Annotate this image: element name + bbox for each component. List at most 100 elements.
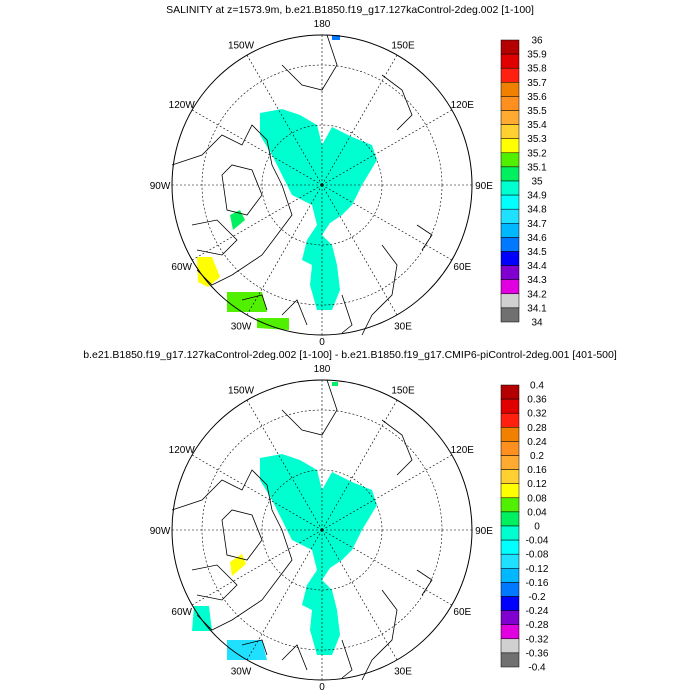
- longitude-line: [321, 184, 453, 261]
- map-border: [171, 34, 473, 336]
- colorbar-label: -0.4: [528, 663, 546, 674]
- longitude-line: [321, 54, 398, 186]
- colorbar-swatch: [500, 483, 520, 499]
- longitude-label: 90E: [475, 526, 493, 537]
- colorbar-swatch: [500, 568, 520, 583]
- colorbar-swatch: [500, 441, 520, 456]
- colorbar-swatch: [500, 152, 520, 168]
- longitude-label: 90W: [150, 526, 171, 537]
- longitude-line: [191, 109, 323, 186]
- colorbar-swatch: [500, 279, 520, 295]
- coastline: [341, 294, 353, 334]
- colorbar-label: 0.04: [527, 507, 547, 518]
- longitude-line: [321, 109, 453, 186]
- panel-title: b.e21.B1850.f19_g17.127kaControl-2deg.00…: [83, 349, 617, 361]
- colorbar-label: -0.32: [526, 634, 549, 645]
- colorbar-swatch: [500, 652, 520, 668]
- longitude-label: 30E: [394, 321, 412, 332]
- colorbar-swatch: [500, 596, 520, 611]
- longitude-line: [321, 184, 398, 316]
- longitude-label: 30E: [394, 666, 412, 677]
- longitude-line: [321, 529, 453, 606]
- longitude-label: 120W: [169, 445, 196, 456]
- longitude-line: [246, 529, 323, 661]
- colorbar-swatch: [500, 624, 520, 640]
- colorbar-label: 34.9: [527, 191, 547, 202]
- field-patch: [332, 382, 338, 386]
- coastline: [341, 639, 353, 679]
- longitude-line: [246, 184, 323, 316]
- coastline: [191, 564, 238, 601]
- longitude-line: [191, 184, 323, 261]
- longitude-label: 60W: [171, 607, 192, 618]
- coastline: [281, 34, 338, 91]
- colorbar-swatch: [500, 96, 520, 111]
- longitude-line: [246, 54, 323, 186]
- longitude-label: 30W: [231, 666, 252, 677]
- colorbar-label: -0.36: [526, 648, 549, 659]
- coastline: [381, 419, 413, 476]
- colorbar-swatch: [500, 427, 520, 442]
- panel-title: SALINITY at z=1573.9m, b.e21.B1850.f19_g…: [166, 4, 534, 16]
- colorbar-label: 35.1: [527, 162, 547, 173]
- colorbar-swatch: [500, 39, 520, 55]
- colorbar-label: 35.3: [527, 134, 547, 145]
- colorbar-label: 0.28: [527, 423, 547, 434]
- colorbar-swatch: [500, 638, 520, 654]
- colorbar-label: 0.08: [527, 493, 547, 504]
- coastline: [281, 644, 308, 671]
- colorbar-label: 34.7: [527, 219, 547, 230]
- colorbar-swatch: [500, 469, 520, 484]
- colorbar-swatch: [500, 265, 520, 280]
- colorbar-swatch: [500, 251, 520, 266]
- colorbar-label: 34.4: [527, 261, 547, 272]
- coastline: [361, 244, 398, 336]
- salinity-field: [260, 454, 377, 655]
- colorbar-swatch: [500, 82, 520, 97]
- map-panel-2: b.e21.B1850.f19_g17.127kaControl-2deg.00…: [83, 349, 617, 693]
- colorbar-swatch: [500, 67, 520, 83]
- coastline: [416, 569, 433, 596]
- colorbar-label: 35.4: [527, 120, 547, 131]
- colorbar-swatch: [500, 455, 520, 470]
- colorbar-swatch: [500, 525, 520, 541]
- colorbar-label: 0.2: [530, 451, 544, 462]
- longitude-label: 150E: [391, 41, 415, 52]
- coastline: [191, 219, 238, 256]
- colorbar-swatch: [500, 412, 520, 428]
- coastline: [171, 124, 293, 286]
- coastline: [361, 589, 398, 681]
- colorbar-swatch: [500, 180, 520, 196]
- longitude-label: 120W: [169, 100, 196, 111]
- colorbar-swatch: [500, 553, 520, 569]
- colorbar-label: 0: [534, 522, 540, 533]
- colorbar-swatch: [500, 194, 520, 210]
- field-patch: [230, 210, 245, 230]
- colorbar-label: 34.3: [527, 275, 547, 286]
- map-panel-1: SALINITY at z=1573.9m, b.e21.B1850.f19_g…: [150, 4, 547, 348]
- map-border: [171, 379, 473, 681]
- longitude-line: [321, 529, 398, 661]
- field-patch: [230, 554, 246, 576]
- field-patch: [257, 318, 289, 330]
- colorbar-label: 34.5: [527, 247, 547, 258]
- colorbar-swatch: [500, 539, 520, 555]
- colorbar-label: -0.28: [526, 620, 549, 631]
- field-patch: [197, 257, 220, 287]
- coastline: [281, 379, 338, 436]
- longitude-label: 60W: [171, 262, 192, 273]
- colorbar-swatch: [500, 166, 520, 182]
- longitude-line: [246, 399, 323, 531]
- colorbar-swatch: [500, 110, 520, 125]
- colorbar-label: 0.24: [527, 437, 547, 448]
- colorbar-label: 35.5: [527, 106, 547, 117]
- colorbar-swatch: [500, 398, 520, 414]
- colorbar-label: 0.36: [527, 395, 547, 406]
- colorbar-label: 35: [531, 177, 543, 188]
- longitude-label: 60E: [453, 262, 471, 273]
- longitude-label: 180: [314, 364, 331, 375]
- longitude-label: 30W: [231, 321, 252, 332]
- salinity-field: [260, 109, 377, 310]
- longitude-label: 120E: [451, 100, 475, 111]
